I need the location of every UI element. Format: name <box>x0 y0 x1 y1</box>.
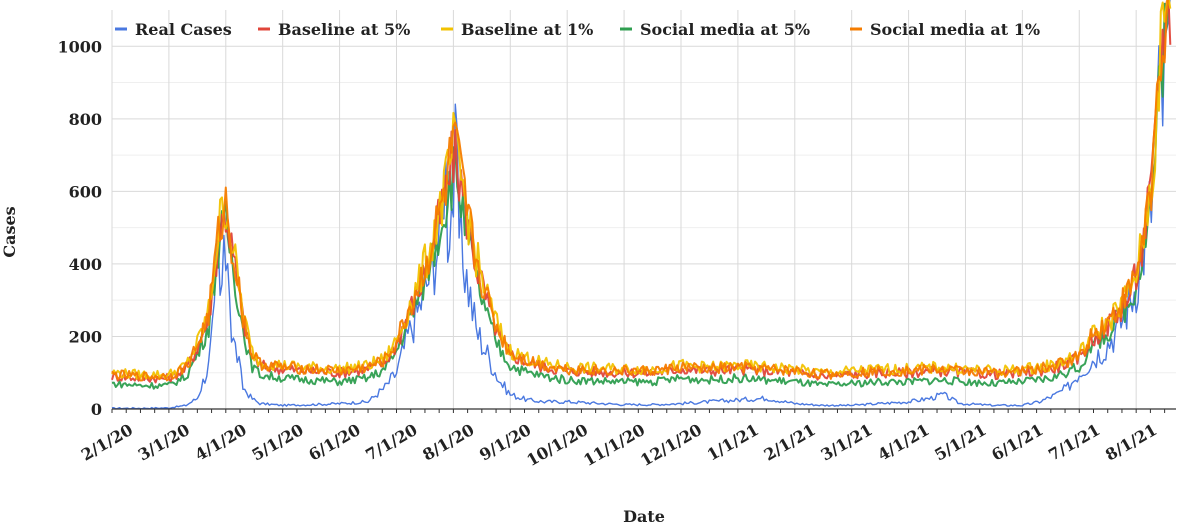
y-tick-label: 800 <box>69 110 102 129</box>
y-axis-label: Cases <box>0 206 19 257</box>
x-tick-label: 3/1/20 <box>135 420 193 465</box>
x-tick-label: 12/1/20 <box>637 420 705 470</box>
y-tick-label: 1000 <box>57 37 102 56</box>
x-tick-label: 4/1/20 <box>192 420 250 465</box>
x-tick-label: 1/1/21 <box>704 420 762 465</box>
x-tick-label: 6/1/21 <box>988 420 1046 465</box>
x-tick-label: 8/1/21 <box>1102 420 1160 465</box>
x-tick-label: 11/1/20 <box>580 420 648 470</box>
x-tick-label: 5/1/21 <box>931 420 989 465</box>
y-tick-label: 400 <box>69 255 102 274</box>
series-line <box>111 0 1170 390</box>
legend: Real Cases Baseline at 5% Baseline at 1% So… <box>115 20 1040 39</box>
x-tick-label: 7/1/20 <box>362 420 420 465</box>
series-line <box>111 0 1169 382</box>
y-tick-label: 0 <box>91 400 102 419</box>
legend-label: Baseline at 1% <box>461 20 593 39</box>
series-line <box>112 0 1171 410</box>
grid <box>111 10 1176 410</box>
x-tick-label: 2/1/20 <box>78 420 136 465</box>
x-tick-label: 7/1/21 <box>1045 420 1103 465</box>
y-tick-label: 200 <box>69 327 102 346</box>
legend-label: Social media at 1% <box>870 20 1040 39</box>
legend-label: Social media at 5% <box>640 20 810 39</box>
x-tick-label: 4/1/21 <box>874 420 932 465</box>
legend-label: Real Cases <box>135 20 232 39</box>
series-line <box>111 0 1172 380</box>
x-tick-label: 5/1/20 <box>249 420 307 465</box>
y-tick-label: 600 <box>69 182 102 201</box>
legend-label: Baseline at 5% <box>278 20 410 39</box>
x-axis-label: Date <box>623 507 665 525</box>
x-tick-label: 2/1/21 <box>761 420 819 465</box>
x-tick-label: 8/1/20 <box>419 420 477 465</box>
series-group <box>111 0 1172 410</box>
x-tick-label: 10/1/20 <box>523 420 591 470</box>
x-tick-label: 3/1/21 <box>817 420 875 465</box>
x-tick-label: 6/1/20 <box>305 420 363 465</box>
